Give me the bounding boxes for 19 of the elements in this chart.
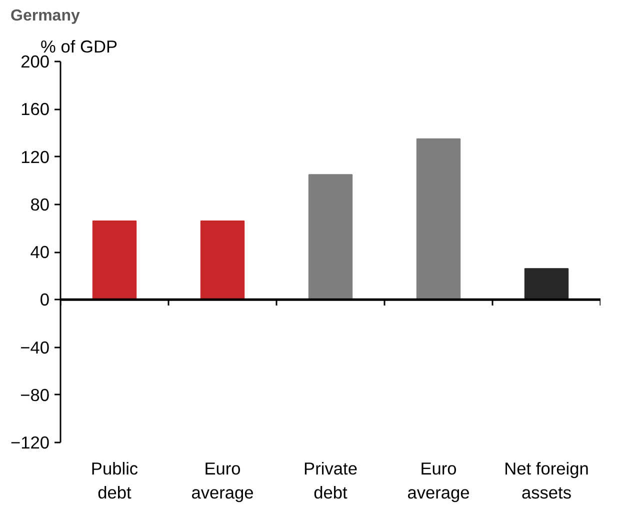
- x-tick-label: Euro average: [407, 458, 470, 502]
- bar: [92, 220, 137, 300]
- chart-title: Germany: [10, 8, 80, 24]
- y-tick-label: 40: [30, 242, 50, 262]
- bar: [524, 268, 569, 300]
- bar: [200, 220, 245, 300]
- y-tick-label: 80: [30, 194, 50, 214]
- bar: [308, 174, 353, 300]
- x-tick-label: Euro average: [191, 458, 254, 502]
- y-tick-label: 160: [20, 99, 50, 120]
- x-tick-label: Net foreign assets: [504, 458, 589, 502]
- x-tick-label: Public debt: [90, 458, 138, 502]
- y-tick-label: −80: [20, 384, 50, 405]
- y-tick-label: 0: [40, 290, 50, 310]
- y-tick-label: −120: [10, 432, 50, 452]
- y-tick-label: 120: [20, 146, 50, 167]
- bar: [416, 138, 461, 300]
- y-tick-label: −40: [20, 337, 50, 358]
- x-tick-label: Private debt: [304, 458, 358, 502]
